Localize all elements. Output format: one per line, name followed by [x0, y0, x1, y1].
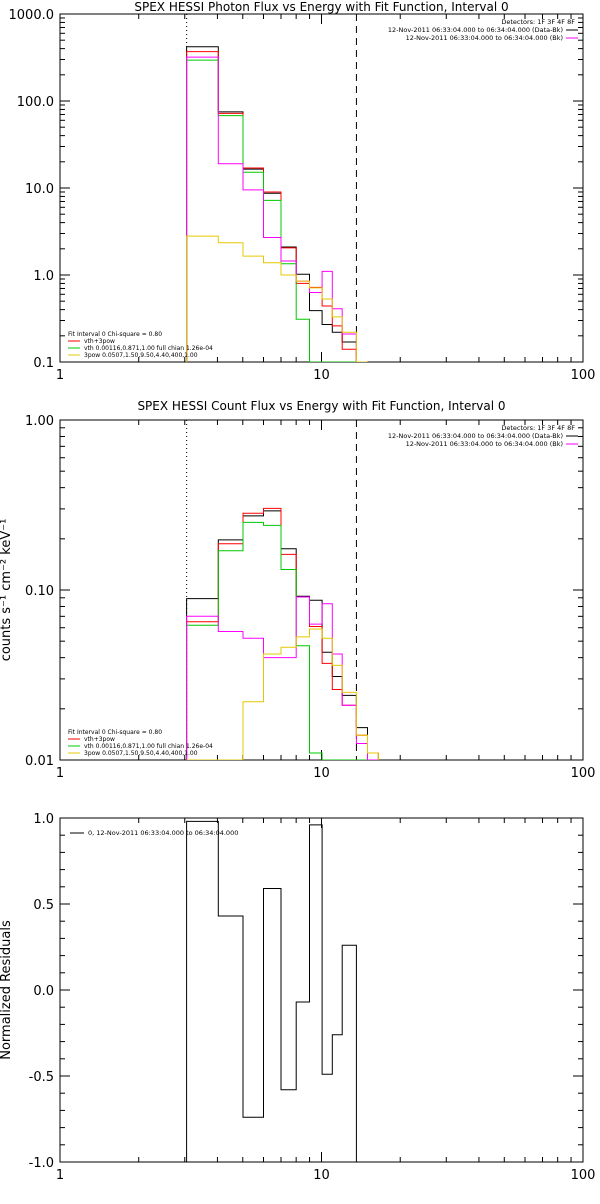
series-step-line-3 — [186, 56, 368, 362]
series-step-line-2 — [186, 521, 379, 760]
series-step-line-0 — [186, 820, 357, 1162]
y-tick-label: 0.10 — [25, 584, 54, 599]
residual-legend-text: 0, 12-Nov-2011 06:33:04.000 to 06:34:04.… — [88, 829, 238, 837]
series-step-line-0 — [186, 510, 379, 760]
fit-legend-text: vth+3pow — [84, 338, 115, 345]
x-tick-label: 1 — [56, 1168, 64, 1183]
fit-legend-text: vth+3pow — [84, 736, 115, 743]
series-step-line-4 — [186, 628, 379, 760]
chart-title: SPEX HESSI Count Flux vs Energy with Fit… — [137, 399, 505, 413]
x-tick-label: 1 — [56, 766, 64, 781]
y-tick-label: 1000.0 — [9, 8, 55, 23]
series-step-line-4 — [186, 235, 368, 362]
y-tick-label: 1.0 — [33, 269, 54, 284]
y-tick-label: 1.0 — [33, 812, 54, 827]
fit-legend-text: 3pow 0.0507,1.50,9.50,4.40,400,1.00 — [84, 352, 198, 359]
x-tick-label: 100 — [571, 766, 596, 781]
series-step-line-1 — [186, 51, 368, 362]
y-tick-label: -1.0 — [29, 1156, 54, 1171]
y-tick-label: 1.00 — [25, 414, 54, 429]
header-text: 12-Nov-2011 06:33:04.000 to 06:34:04.000… — [406, 34, 563, 42]
y-tick-label: 0.1 — [33, 356, 54, 371]
series-step-line-0 — [186, 46, 368, 362]
fit-legend-text: 3pow 0.0507,1.50,9.50,4.40,400,1.00 — [84, 750, 198, 757]
x-tick-label: 10 — [313, 1168, 330, 1183]
y-tick-label: 0.5 — [33, 898, 54, 913]
y-axis-label: counts s⁻¹ cm⁻² keV⁻¹ — [0, 519, 14, 662]
fit-legend-text: Fit Interval 0 Chi-square = 0.80 — [68, 729, 162, 736]
header-text: Detectors: 1F 3F 4F 8F — [501, 18, 575, 26]
y-tick-label: 10.0 — [25, 182, 54, 197]
residuals-panel: 1 10 100 -1.0 -0.5 0.0 0.5 1.0 Normalized Residu… — [0, 812, 595, 1183]
x-tick-label: 100 — [571, 1168, 596, 1183]
y-tick-label: 0.0 — [33, 984, 54, 999]
x-tick-label: 100 — [571, 368, 596, 383]
plot-frame — [59, 817, 584, 1163]
header-text: Detectors: 1F 3F 4F 8F — [501, 424, 575, 432]
y-tick-label: 100.0 — [17, 95, 54, 110]
header-text: 12-Nov-2011 06:33:04.000 to 06:34:04.000… — [388, 432, 563, 440]
plot-frame — [59, 13, 584, 363]
y-tick-label: 0.01 — [25, 754, 54, 769]
x-tick-label: 1 — [56, 368, 64, 383]
x-tick-label: 10 — [313, 368, 330, 383]
fit-legend-text: vth 0.00116,0.871,1.00 full chian 1.26e-… — [84, 743, 213, 750]
y-axis-label: Normalized Residuals — [0, 920, 14, 1060]
chart-title: SPEX HESSI Photon Flux vs Energy with Fi… — [134, 0, 508, 14]
fit-legend-text: vth 0.00116,0.871,1.00 full chian 1.26e-… — [84, 345, 213, 352]
plot-frame — [59, 419, 584, 761]
series-step-line-1 — [186, 507, 379, 760]
photon-flux-panel: SPEX HESSI Photon Flux vs Energy with Fi… — [9, 0, 596, 383]
y-tick-label: -0.5 — [29, 1070, 54, 1085]
count-flux-panel: SPEX HESSI Count Flux vs Energy with Fit… — [0, 399, 595, 781]
header-text: 12-Nov-2011 06:33:04.000 to 06:34:04.000… — [406, 440, 563, 448]
header-text: 12-Nov-2011 06:33:04.000 to 06:34:04.000… — [388, 26, 563, 34]
x-tick-label: 10 — [313, 766, 330, 781]
fit-legend-text: Fit Interval 0 Chi-square = 0.80 — [68, 331, 162, 338]
